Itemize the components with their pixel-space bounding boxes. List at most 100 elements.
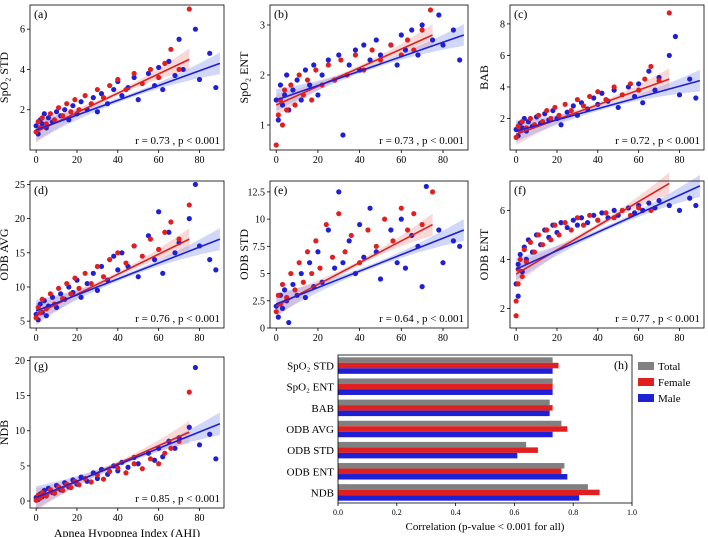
female-point [139,466,145,472]
bar-female [338,383,553,390]
female-point [325,62,331,68]
male-point [98,91,105,97]
y-tick-label: 2 [20,105,25,116]
correlation-annotation: r = 0.64 , p < 0.001 [379,313,464,325]
female-point [186,6,192,12]
female-point [107,82,113,89]
male-point [457,243,463,249]
category-label: ODB ENT [287,466,335,478]
axes-frame [509,4,705,151]
x-tick-label: 0 [274,155,279,166]
male-point [311,62,317,68]
x-tick-label: 60 [154,155,164,166]
x-tick-label: 80 [438,155,448,166]
female-point [168,46,174,52]
female-point [168,219,174,225]
male-point [156,64,162,71]
bar-female [338,468,562,475]
male-point [70,103,76,109]
male-point [450,238,457,244]
female-point [419,27,425,33]
legend-swatch-male [638,394,654,402]
male-point [192,26,199,32]
bar-female [338,447,538,453]
male-point [367,57,373,63]
male-point [307,82,313,88]
male-point [325,227,331,233]
female-point [55,105,62,111]
male-point [281,287,288,293]
female-point [115,465,121,471]
correlation-annotation: r = 0.76 , p < 0.001 [135,313,220,325]
bar-female [338,426,568,432]
axes-frame [269,180,469,329]
female-point [587,212,593,218]
male-point [591,95,597,101]
male-point [160,270,166,276]
female-point [531,249,538,255]
male-point [377,276,384,282]
female-point [279,122,286,128]
male-point [367,205,373,211]
male-point [176,36,182,42]
y-axis-label: ODB AVG [0,228,11,280]
male-point [180,66,186,73]
male-point [45,115,51,121]
male-fit-line [515,185,701,270]
y-tick-label: 20 [15,214,25,225]
male-point [672,33,679,40]
male-point [98,263,105,270]
female-point [603,210,609,216]
male-point [78,294,84,300]
x-tick-label: 60 [634,155,644,166]
y-axis-label: NDB [0,420,11,445]
female-point [300,279,306,285]
female-point [107,468,113,475]
female-point [76,285,82,291]
female-point [323,221,329,228]
male-point [402,47,409,53]
male-point [599,90,605,96]
category-label: ODB AVG [286,424,334,436]
male-point [186,216,192,222]
x-tick-label: 80 [674,333,684,344]
female-point [398,205,404,211]
female-point [64,101,70,107]
x-tick-label: 0 [34,155,39,166]
male-point [357,221,363,228]
male-point [636,81,642,87]
female-point [527,115,534,122]
female-point [35,119,41,125]
scatter-panel-3: 0 20 40 60 80 5 10 15 20 25 (d) r = 0.76 , p < 0.00… [0,180,225,344]
female-point [147,456,154,462]
female-point [540,242,546,248]
male-point [564,224,570,231]
male-fit-line [275,34,465,101]
female-point [342,249,348,255]
female-point [55,285,62,291]
axes-frame [509,180,705,329]
male-point [111,253,117,259]
female-point [275,292,281,298]
y-axis-label: SpO₂ STD [0,52,11,104]
female-fit-line [35,431,190,501]
female-point [156,246,162,252]
male-point [131,74,137,81]
male-point [640,100,646,106]
x-tick-label: 40 [113,155,123,166]
bar-total [338,484,588,490]
female-point [348,232,354,239]
male-point [457,57,463,63]
male-point [388,227,394,233]
male-point [279,305,286,311]
male-point [666,202,672,209]
x-tick-label: 60 [396,155,406,166]
female-point [627,81,634,87]
male-point [135,461,141,467]
male-point [160,86,166,93]
x-tick-label: 20 [552,155,562,166]
female-point [292,287,298,293]
x-tick-label: 20 [313,155,323,166]
male-point [84,280,90,287]
